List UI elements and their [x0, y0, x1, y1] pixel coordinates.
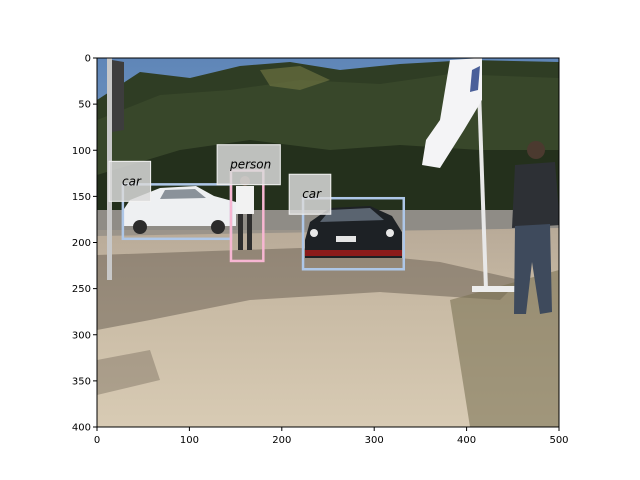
- x-tick-label: 200: [272, 435, 291, 446]
- y-tick-label: 50: [78, 100, 91, 111]
- detection-label-person: person: [229, 158, 271, 172]
- detection-box-car: [301, 196, 406, 271]
- y-tick-label: 300: [72, 330, 91, 341]
- y-axis: 0 50 100 150 200 250 300 350 400: [72, 54, 97, 434]
- detection-label-bg: [216, 144, 281, 186]
- spectator-shape: [512, 141, 559, 314]
- y-tick-label: 250: [72, 284, 91, 295]
- y-tick-label: 100: [72, 146, 91, 157]
- x-tick-label: 0: [94, 435, 100, 446]
- y-tick-label: 150: [72, 192, 91, 203]
- y-tick-label: 200: [72, 238, 91, 249]
- detection-label-bg: [288, 173, 332, 215]
- x-tick-label: 300: [365, 435, 384, 446]
- x-axis: 0 100 200 300 400 500: [94, 427, 569, 446]
- y-tick-label: 0: [85, 54, 91, 65]
- detection-labels-layer: car person car: [108, 144, 332, 215]
- scene-photo: [97, 58, 559, 427]
- detection-label-car: car: [302, 187, 322, 201]
- flag-shape: [422, 58, 516, 292]
- x-tick-label: 400: [457, 435, 476, 446]
- y-tick-label: 350: [72, 376, 91, 387]
- black-car-shape: [305, 206, 402, 258]
- detection-label-car: car: [122, 174, 142, 188]
- y-tick-label: 400: [72, 423, 91, 434]
- x-tick-label: 500: [549, 435, 568, 446]
- detection-label-bg: [108, 160, 152, 202]
- x-tick-label: 100: [180, 435, 199, 446]
